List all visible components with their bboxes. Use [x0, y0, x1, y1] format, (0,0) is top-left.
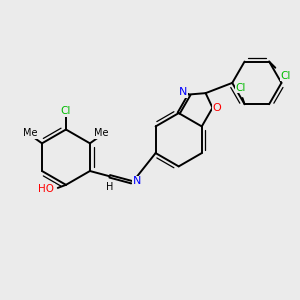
Text: H: H [106, 182, 113, 192]
Text: N: N [179, 87, 188, 98]
Text: N: N [132, 176, 141, 186]
Text: HO: HO [38, 184, 55, 194]
Text: O: O [212, 103, 221, 113]
Text: Cl: Cl [61, 106, 71, 116]
Text: Me: Me [23, 128, 38, 138]
Text: Me: Me [94, 128, 108, 138]
Text: Cl: Cl [235, 83, 246, 93]
Text: Cl: Cl [280, 71, 291, 81]
